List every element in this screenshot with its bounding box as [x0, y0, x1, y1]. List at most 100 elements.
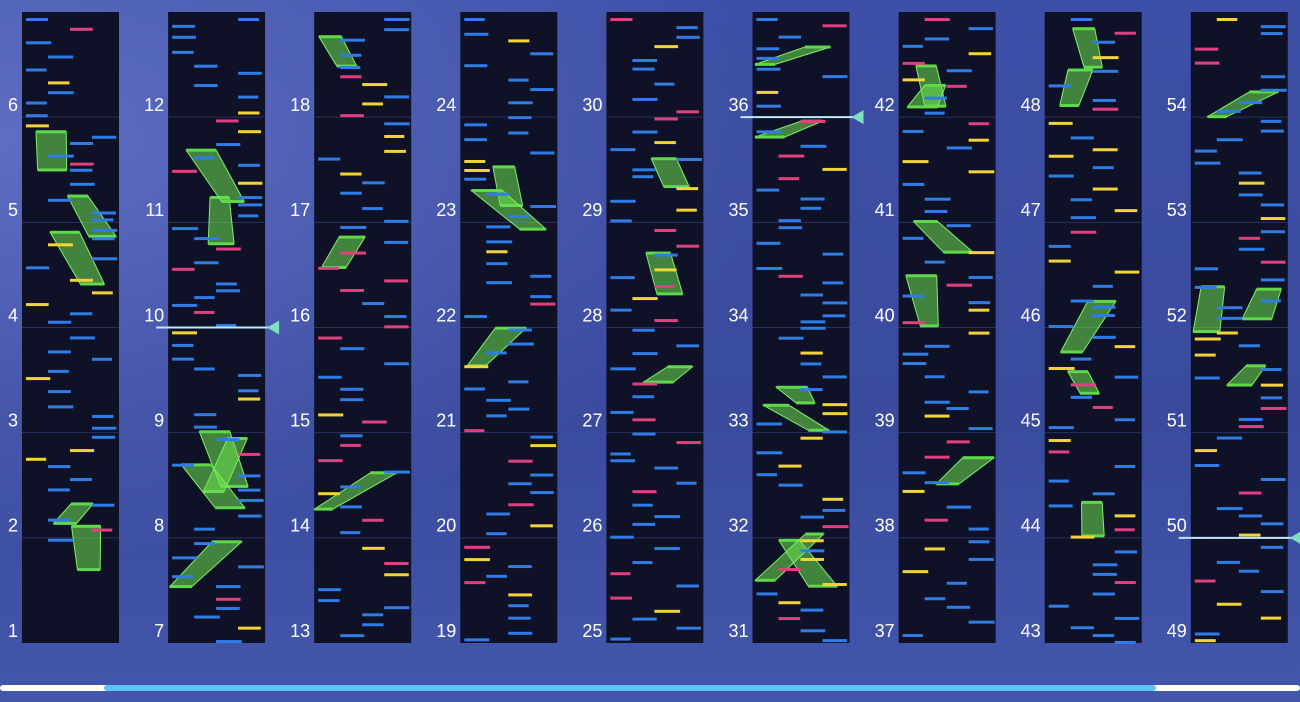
measure-number: 36	[728, 95, 748, 115]
tap-note	[778, 219, 801, 223]
tap-note	[1114, 209, 1138, 213]
tap-note	[340, 434, 363, 438]
hold-tail	[1067, 370, 1089, 374]
tap-note	[822, 497, 844, 501]
tap-note	[92, 237, 115, 241]
tap-note	[464, 18, 485, 21]
tap-note	[610, 535, 634, 539]
tap-note	[194, 237, 220, 241]
tap-note	[1092, 166, 1114, 170]
tap-note	[756, 188, 780, 192]
tap-note	[924, 400, 950, 404]
tap-note	[1070, 357, 1092, 361]
tap-note	[1092, 563, 1118, 567]
tap-note	[340, 443, 361, 447]
measure-number: 50	[1167, 516, 1187, 536]
tap-note	[1092, 634, 1115, 638]
hold-head	[1193, 330, 1220, 334]
tap-note	[654, 515, 680, 519]
tap-note	[1114, 464, 1136, 468]
tap-note	[238, 95, 259, 99]
tap-note	[1238, 417, 1263, 421]
tap-note	[340, 485, 361, 489]
tap-note	[1260, 119, 1282, 123]
tap-note	[318, 588, 342, 592]
hold-tail	[962, 456, 994, 460]
tap-note	[800, 351, 823, 355]
measure-number: 9	[154, 410, 164, 430]
measure-number: 49	[1167, 621, 1187, 641]
hold-tail	[495, 326, 527, 330]
tap-note	[216, 640, 242, 644]
tap-note	[1260, 368, 1282, 372]
measure-number: 24	[436, 95, 456, 115]
tap-note	[1114, 581, 1136, 585]
tap-note	[194, 413, 217, 417]
tap-note	[172, 575, 194, 579]
tap-note	[800, 388, 823, 392]
tap-note	[340, 38, 365, 42]
tap-note	[362, 420, 387, 424]
tap-note	[216, 606, 240, 610]
tap-note	[1114, 514, 1136, 518]
measure-number: 3	[8, 410, 18, 430]
tap-note	[1048, 121, 1073, 125]
tap-note	[340, 387, 364, 391]
tap-note	[822, 375, 847, 379]
tap-note	[1092, 107, 1119, 111]
tap-note	[946, 505, 971, 509]
tap-note	[238, 71, 262, 75]
tap-note	[632, 382, 658, 386]
tap-note	[1260, 230, 1285, 234]
tap-note	[800, 206, 822, 210]
hold-tail	[915, 64, 937, 68]
tap-note	[676, 157, 702, 161]
tap-note	[800, 549, 825, 553]
tap-note	[1048, 439, 1071, 443]
tap-note	[194, 64, 218, 68]
tap-note	[70, 182, 95, 186]
tap-note	[632, 561, 653, 565]
tap-note	[92, 426, 117, 430]
tap-note	[676, 441, 701, 445]
tap-note	[654, 268, 677, 272]
hold-head	[169, 585, 192, 589]
tap-note	[1260, 203, 1285, 207]
tap-note	[70, 141, 94, 145]
tap-note	[610, 219, 632, 223]
tap-note	[924, 197, 951, 201]
tap-note	[172, 303, 198, 307]
tap-note	[194, 310, 215, 314]
tap-note	[486, 240, 513, 244]
tap-note	[48, 518, 71, 522]
tap-note	[632, 297, 658, 301]
hold-note	[207, 196, 235, 245]
hold-head	[80, 282, 105, 286]
tap-note	[902, 44, 923, 48]
tap-note	[216, 282, 238, 286]
tap-note	[1238, 344, 1261, 348]
tap-note	[340, 531, 361, 535]
tap-note	[968, 52, 992, 56]
tap-note	[464, 123, 488, 127]
tap-note	[508, 616, 531, 620]
tap-note	[26, 377, 51, 381]
tap-note	[968, 275, 993, 279]
tap-note	[464, 315, 488, 319]
hold-tail	[1246, 364, 1266, 368]
tap-note	[968, 122, 990, 126]
hold-head	[1226, 383, 1253, 387]
measure-number: 42	[875, 95, 895, 115]
measure-number: 43	[1021, 621, 1041, 641]
tap-note	[1092, 148, 1118, 152]
measure-number: 22	[436, 305, 456, 325]
tap-note	[508, 503, 534, 507]
tap-note	[172, 343, 194, 347]
measure-number: 33	[728, 410, 748, 430]
measure-number: 7	[154, 621, 164, 641]
tap-note	[1114, 375, 1139, 379]
tap-note	[676, 584, 699, 588]
tap-note	[318, 459, 343, 463]
tap-note	[216, 438, 240, 442]
